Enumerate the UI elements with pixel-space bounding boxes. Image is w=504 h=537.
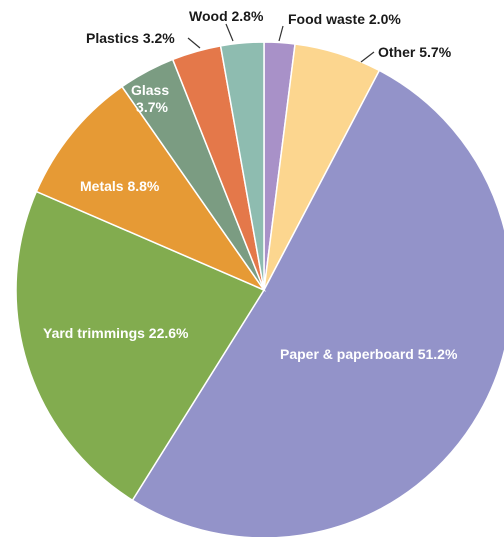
label-metals: Metals 8.8% — [80, 178, 160, 194]
label-other: Other 5.7% — [378, 44, 452, 60]
label-paper-paperboard: Paper & paperboard 51.2% — [280, 346, 458, 362]
leader-other — [360, 51, 375, 63]
leader-food-waste — [278, 25, 284, 42]
pie-slices — [15, 41, 504, 537]
leader-plastics — [187, 37, 201, 49]
pie-slice-yard-trimmings — [15, 190, 266, 502]
label-glass: Glass 3.7% — [131, 82, 173, 115]
leader-wood — [225, 23, 234, 42]
label-wood: Wood 2.8% — [189, 8, 264, 24]
label-yard-trimmings: Yard trimmings 22.6% — [43, 325, 189, 341]
label-plastics: Plastics 3.2% — [86, 30, 175, 46]
pie-slice-metals — [35, 85, 267, 292]
leader-lines — [187, 23, 375, 63]
label-food-waste: Food waste 2.0% — [288, 11, 401, 27]
pie-slice-wood — [219, 41, 265, 291]
